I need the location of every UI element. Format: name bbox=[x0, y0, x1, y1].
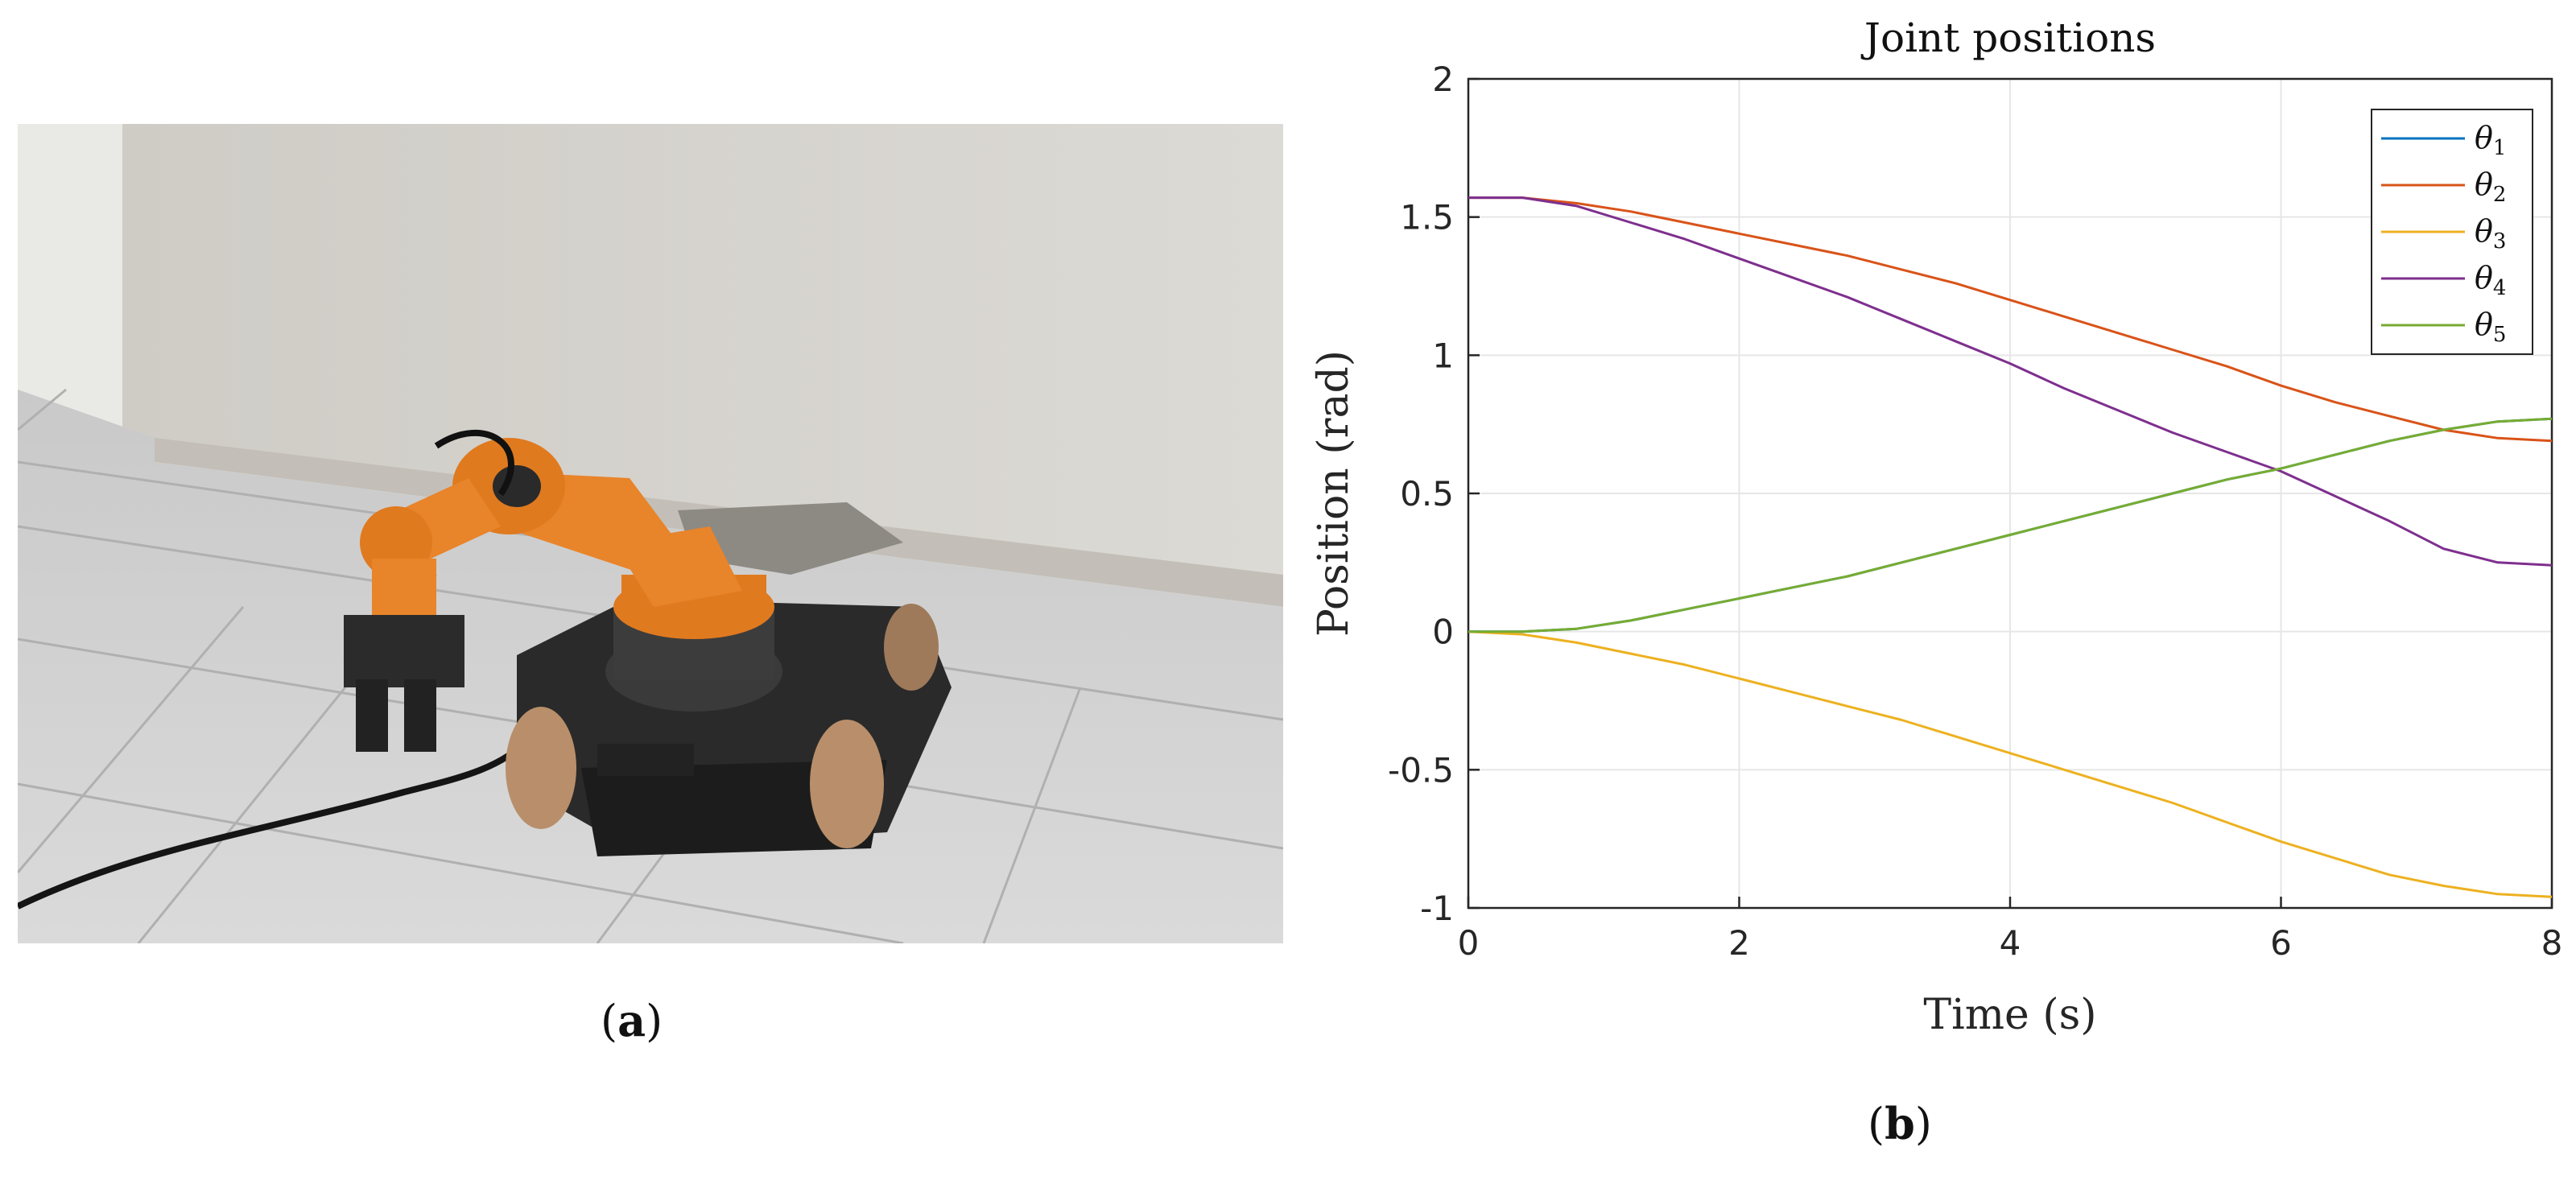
legend: θ1 θ2 θ3 θ4 θ5 bbox=[2371, 109, 2533, 355]
panel-a-letter: a bbox=[617, 995, 646, 1046]
series-line-theta-4 bbox=[1468, 196, 2553, 567]
x-tick-label: 6 bbox=[2270, 923, 2292, 963]
legend-entry: θ5 bbox=[2475, 307, 2506, 347]
x-tick-label: 2 bbox=[1728, 923, 1750, 963]
series-line-theta-5 bbox=[1468, 417, 2553, 633]
robot-photo-drawing bbox=[18, 124, 1283, 943]
legend-entry: θ4 bbox=[2475, 260, 2506, 300]
y-tick-label: -1 bbox=[1420, 889, 1454, 928]
y-axis-label: Position (rad) bbox=[1310, 350, 1358, 637]
chart-title: Joint positions bbox=[1860, 14, 2156, 61]
x-axis-label: Time (s) bbox=[1923, 991, 2096, 1039]
legend-entry: θ3 bbox=[2475, 213, 2506, 254]
x-tick-label: 4 bbox=[2000, 923, 2021, 963]
y-tick-label: 2 bbox=[1432, 60, 1454, 99]
x-tick-label: 0 bbox=[1458, 923, 1480, 963]
joint-positions-chart: 0 2 4 6 8 -1 -0.5 0 0.5 1 1.5 2 Joint positions Tim… bbox=[1310, 14, 2562, 1039]
y-tick-label: -0.5 bbox=[1388, 750, 1454, 790]
axis-ticks: 0 2 4 6 8 -1 -0.5 0 0.5 1 1.5 2 bbox=[1388, 60, 2562, 963]
y-tick-label: 1.5 bbox=[1400, 198, 1454, 237]
legend-entry: θ1 bbox=[2475, 120, 2506, 160]
series-line-theta-3 bbox=[1468, 630, 2553, 898]
series-lines bbox=[1468, 196, 2553, 898]
legend-entry: θ2 bbox=[2475, 167, 2506, 207]
panel-b-label: (b) bbox=[1868, 1098, 1932, 1149]
y-tick-label: 1 bbox=[1432, 336, 1454, 375]
panel-a-label: (a) bbox=[601, 995, 663, 1046]
x-tick-label: 8 bbox=[2541, 923, 2563, 963]
robot-photo bbox=[18, 124, 1283, 943]
series-line-theta-2 bbox=[1468, 196, 2553, 443]
panel-b-letter: b bbox=[1885, 1098, 1915, 1149]
y-tick-label: 0.5 bbox=[1400, 474, 1454, 514]
y-tick-label: 0 bbox=[1432, 613, 1454, 652]
